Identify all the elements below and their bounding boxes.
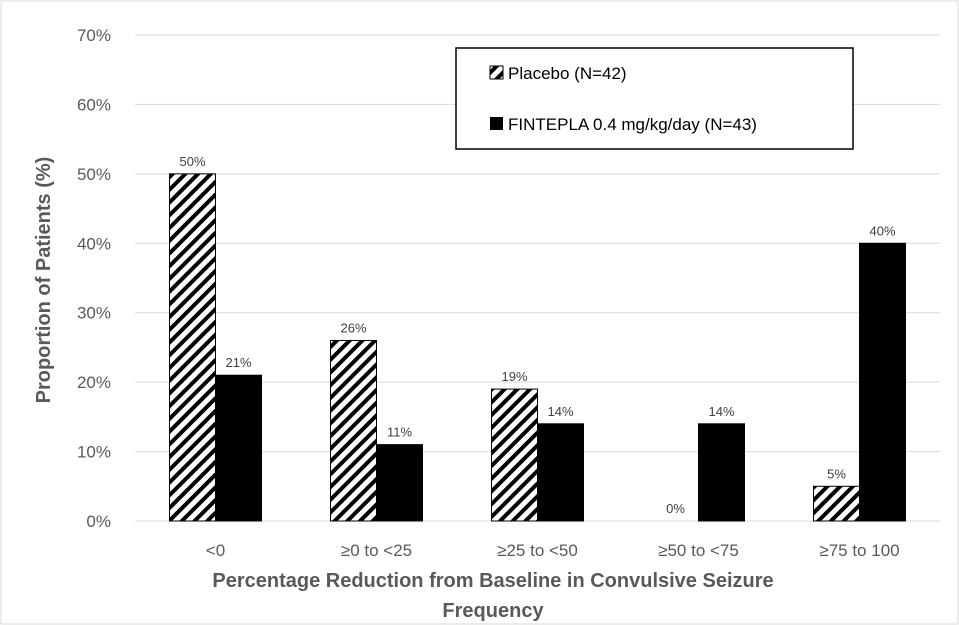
y-tick-label: 60% <box>77 95 111 114</box>
y-axis-ticks: 0% 10% 20% 30% 40% 50% 60% 70% <box>77 26 111 531</box>
data-label-placebo: 5% <box>827 466 846 481</box>
data-label-placebo: 0% <box>666 501 685 516</box>
bars <box>169 173 906 522</box>
legend-swatch-fintepla <box>490 117 503 130</box>
y-axis-title: Proportion of Patients (%) <box>33 157 55 404</box>
bar-placebo <box>813 485 860 522</box>
x-category-label: ≥0 to <25 <box>341 541 412 560</box>
legend-label-placebo: Placebo (N=42) <box>508 64 627 83</box>
bar-placebo <box>491 388 538 522</box>
y-tick-label: 20% <box>77 373 111 392</box>
y-tick-label: 40% <box>77 234 111 253</box>
y-tick-label: 70% <box>77 26 111 45</box>
y-tick-label: 0% <box>86 512 111 531</box>
y-tick-label: 30% <box>77 304 111 323</box>
bar-placebo <box>169 173 216 522</box>
legend-label-fintepla: FINTEPLA 0.4 mg/kg/day (N=43) <box>508 115 757 134</box>
data-label-fintepla: 21% <box>225 355 251 370</box>
legend-swatch-placebo <box>489 65 504 80</box>
data-label-fintepla: 14% <box>708 404 734 419</box>
legend-box <box>455 47 854 150</box>
legend: Placebo (N=42) FINTEPLA 0.4 mg/kg/day (N… <box>455 47 854 150</box>
data-label-placebo: 26% <box>340 320 366 335</box>
x-category-label: ≥25 to <50 <box>497 541 578 560</box>
bar-fintepla <box>376 444 423 522</box>
x-axis-title-line1: Percentage Reduction from Baseline in Co… <box>212 570 773 592</box>
bar-fintepla <box>698 423 745 522</box>
data-label-fintepla: 14% <box>547 404 573 419</box>
y-tick-label: 10% <box>77 443 111 462</box>
data-label-placebo: 50% <box>179 154 205 169</box>
bar-fintepla <box>537 423 584 522</box>
data-label-placebo: 19% <box>501 369 527 384</box>
x-axis-title-line2: Frequency <box>442 600 544 622</box>
x-category-label: ≥50 to <75 <box>658 541 739 560</box>
y-tick-label: 50% <box>77 165 111 184</box>
bar-fintepla <box>859 242 906 522</box>
data-label-fintepla: 11% <box>387 425 412 440</box>
bar-placebo <box>330 339 377 522</box>
bar-fintepla <box>215 374 262 522</box>
data-labels: 50% 21% 26% 11% 19% 14% 0% 14% 5% 40% <box>179 154 895 516</box>
data-label-fintepla: 40% <box>869 223 895 238</box>
x-axis-categories: <0 ≥0 to <25 ≥25 to <50 ≥50 to <75 ≥75 to 10… <box>206 541 900 560</box>
x-category-label: ≥75 to 100 <box>819 541 899 560</box>
x-category-label: <0 <box>206 541 225 560</box>
